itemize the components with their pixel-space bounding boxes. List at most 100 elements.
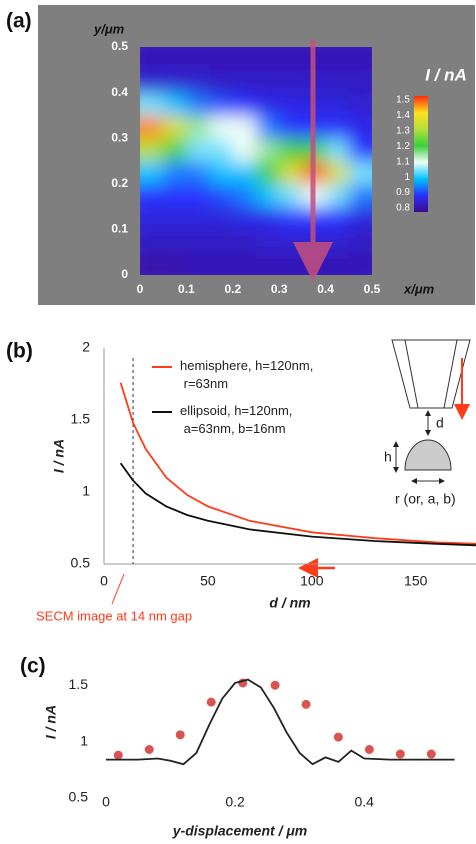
heat-cell bbox=[256, 229, 280, 252]
heat-cell bbox=[326, 93, 350, 116]
panel-label: (a) bbox=[6, 10, 32, 33]
heat-cell bbox=[233, 70, 257, 93]
heat-cell bbox=[210, 161, 234, 184]
heat-cell bbox=[256, 70, 280, 93]
heat-cell bbox=[163, 93, 187, 116]
x-tick-label: 0.4 bbox=[317, 282, 334, 296]
colorbar-tick-label: 0.9 bbox=[396, 187, 410, 198]
x-tick-label: 0 bbox=[102, 794, 110, 810]
heatmap bbox=[126, 33, 387, 290]
y-tick-label: 0.5 bbox=[71, 555, 91, 571]
colorbar-tick-label: 1.2 bbox=[396, 141, 410, 152]
x-tick-label: 50 bbox=[200, 573, 216, 589]
heat-cell bbox=[233, 161, 257, 184]
y-tick-label: 0 bbox=[121, 267, 128, 281]
colorbar bbox=[414, 96, 428, 212]
y-tick-label: 1.5 bbox=[69, 676, 89, 692]
colorbar-tick-label: 1.5 bbox=[396, 95, 410, 106]
y-tick-label: 0.2 bbox=[111, 176, 128, 190]
heat-cell bbox=[233, 207, 257, 230]
heat-cell bbox=[186, 93, 210, 116]
y-tick-label: 0.5 bbox=[69, 789, 89, 805]
data-point bbox=[145, 745, 154, 754]
heat-cell bbox=[256, 93, 280, 116]
heat-cell bbox=[163, 70, 187, 93]
heat-cell bbox=[256, 115, 280, 138]
heat-cell bbox=[163, 184, 187, 207]
inset-label: d bbox=[436, 415, 444, 431]
y-axis-label: I / nA bbox=[43, 705, 59, 739]
y-tick-label: 0.5 bbox=[111, 39, 128, 53]
x-tick-label: 150 bbox=[404, 573, 428, 589]
annotation-pointer bbox=[112, 574, 124, 604]
heat-cell bbox=[279, 184, 303, 207]
colorbar-tick-label: 1.3 bbox=[396, 125, 410, 136]
y-tick-label: 0.3 bbox=[111, 130, 128, 144]
colorbar-title: I / nA bbox=[425, 65, 467, 84]
heat-cell bbox=[233, 115, 257, 138]
heat-cell bbox=[326, 138, 350, 161]
heat-cell bbox=[210, 207, 234, 230]
x-tick-label: 0 bbox=[100, 573, 108, 589]
heat-cell bbox=[233, 93, 257, 116]
x-tick-label: 0.1 bbox=[178, 282, 195, 296]
data-point bbox=[207, 698, 216, 707]
x-tick-label: 100 bbox=[300, 573, 324, 589]
heat-cell bbox=[256, 184, 280, 207]
data-point bbox=[396, 750, 405, 759]
heat-cell bbox=[233, 138, 257, 161]
colorbar-tick-label: 1 bbox=[404, 172, 410, 183]
figure: (a) (b) (c) d h r (or, a, b) SECM image … bbox=[0, 0, 476, 844]
heat-cell bbox=[233, 184, 257, 207]
heat-cell bbox=[163, 115, 187, 138]
heat-cell bbox=[279, 138, 303, 161]
heat-cell bbox=[186, 207, 210, 230]
heat-cell bbox=[279, 229, 303, 252]
heat-cell bbox=[256, 207, 280, 230]
data-point bbox=[365, 745, 374, 754]
inset-label: r (or, a, b) bbox=[395, 491, 456, 507]
data-point bbox=[176, 730, 185, 739]
legend-label: ellipsoid, h=120nm, a=63nm, b=16nm bbox=[180, 403, 292, 436]
heat-cell bbox=[279, 93, 303, 116]
y-tick-label: 0.4 bbox=[111, 85, 128, 99]
heat-cell bbox=[326, 207, 350, 230]
heat-cell bbox=[279, 207, 303, 230]
x-tick-label: 0 bbox=[137, 282, 144, 296]
x-tick-label: 0.2 bbox=[225, 794, 245, 810]
colorbar-tick-label: 0.8 bbox=[396, 203, 410, 214]
y-tick-label: 1.5 bbox=[71, 411, 91, 427]
y-tick-label: 0.1 bbox=[111, 222, 128, 236]
colorbar-tick-label: 1.1 bbox=[396, 156, 410, 167]
heat-cell bbox=[210, 93, 234, 116]
heat-cell bbox=[210, 115, 234, 138]
heat-cell bbox=[279, 70, 303, 93]
heat-cell bbox=[326, 184, 350, 207]
data-point bbox=[334, 733, 343, 742]
heat-cell bbox=[326, 115, 350, 138]
heat-cell bbox=[256, 138, 280, 161]
colorbar-tick-label: 1.4 bbox=[396, 110, 410, 121]
x-axis-label: x/μm bbox=[403, 281, 435, 296]
y-tick-label: 2 bbox=[82, 339, 90, 355]
heat-cell bbox=[186, 70, 210, 93]
inset-diagram bbox=[392, 340, 470, 481]
panel-label: (b) bbox=[6, 340, 33, 363]
y-axis-label: y/μm bbox=[93, 21, 125, 36]
heat-cell bbox=[233, 229, 257, 252]
heatmap-cells bbox=[126, 33, 387, 290]
heat-cell bbox=[163, 229, 187, 252]
data-point bbox=[271, 681, 280, 690]
heat-cell bbox=[163, 161, 187, 184]
heat-cell bbox=[326, 161, 350, 184]
heat-cell bbox=[186, 138, 210, 161]
heat-cell bbox=[279, 115, 303, 138]
heat-cell bbox=[186, 229, 210, 252]
legend-label: hemisphere, h=120nm, r=63nm bbox=[180, 358, 313, 391]
data-point bbox=[114, 751, 123, 760]
x-tick-label: 0.5 bbox=[364, 282, 381, 296]
x-tick-label: 0.3 bbox=[271, 282, 288, 296]
heat-cell bbox=[186, 115, 210, 138]
y-tick-label: 1 bbox=[82, 483, 90, 499]
heat-cell bbox=[163, 207, 187, 230]
